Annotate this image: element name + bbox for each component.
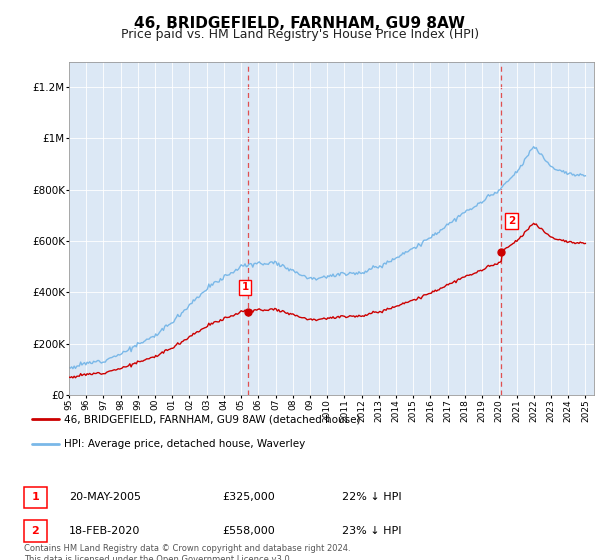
Text: 1: 1	[241, 282, 249, 292]
Text: 2: 2	[508, 216, 515, 226]
Text: 1: 1	[32, 492, 39, 502]
Text: 22% ↓ HPI: 22% ↓ HPI	[342, 492, 401, 502]
Text: 2: 2	[32, 526, 39, 536]
Text: 46, BRIDGEFIELD, FARNHAM, GU9 8AW (detached house): 46, BRIDGEFIELD, FARNHAM, GU9 8AW (detac…	[64, 414, 361, 424]
Text: 23% ↓ HPI: 23% ↓ HPI	[342, 526, 401, 536]
Text: 20-MAY-2005: 20-MAY-2005	[69, 492, 141, 502]
Text: Price paid vs. HM Land Registry's House Price Index (HPI): Price paid vs. HM Land Registry's House …	[121, 28, 479, 41]
Text: 18-FEB-2020: 18-FEB-2020	[69, 526, 140, 536]
Text: Contains HM Land Registry data © Crown copyright and database right 2024.
This d: Contains HM Land Registry data © Crown c…	[24, 544, 350, 560]
Text: 46, BRIDGEFIELD, FARNHAM, GU9 8AW: 46, BRIDGEFIELD, FARNHAM, GU9 8AW	[134, 16, 466, 31]
Text: HPI: Average price, detached house, Waverley: HPI: Average price, detached house, Wave…	[64, 438, 305, 449]
Text: £558,000: £558,000	[222, 526, 275, 536]
Text: £325,000: £325,000	[222, 492, 275, 502]
